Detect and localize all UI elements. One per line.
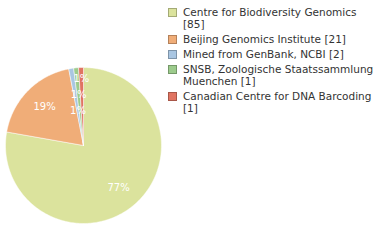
- svg-text:19%: 19%: [33, 101, 55, 112]
- svg-text:1%: 1%: [71, 89, 87, 100]
- html-text:Beijing Genomics Institute [21: Beijing Genomics Institute [21]: [183, 33, 346, 45]
- html-text:Mined from GenBank, NCBI [2]: Mined from GenBank, NCBI [2]: [183, 48, 344, 60]
- svg-text:77%: 77%: [107, 182, 129, 193]
- html-text:SNSB, Zoologische Staatssammlu: SNSB, Zoologische Staatssammlung Muenche…: [183, 63, 374, 87]
- html-text:Canadian Centre for DNA Barcod: Canadian Centre for DNA Barcoding [1]: [183, 90, 372, 114]
- svg-text:1%: 1%: [70, 105, 86, 116]
- svg-text:1%: 1%: [73, 73, 89, 84]
- html-text:Centre for Biodiversity Genomi: Centre for Biodiversity Genomics [85]: [183, 6, 357, 30]
